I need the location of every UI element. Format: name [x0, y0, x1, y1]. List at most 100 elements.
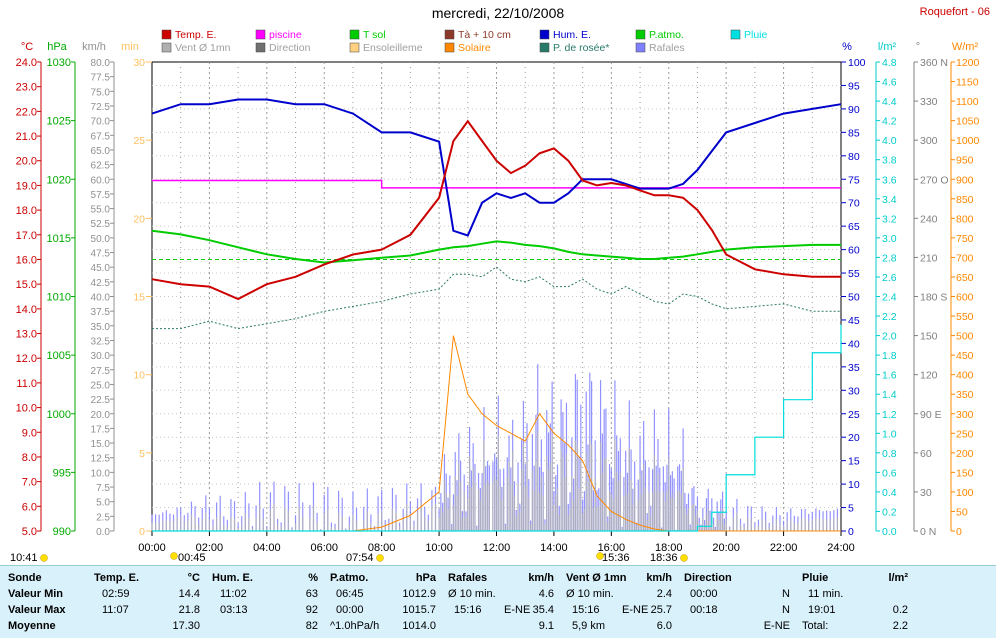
rain-max-time: 19:01: [808, 604, 836, 616]
rain-tick-label: 1.8: [882, 350, 897, 362]
rain-tick-label: 4.8: [882, 57, 897, 69]
stats-unit-gust: km/h: [528, 572, 554, 584]
rain-tick-label: 4.6: [882, 77, 897, 89]
temp-min-value: 14.4: [178, 588, 200, 600]
rain-tick-label: 3.2: [882, 213, 897, 225]
stats-col-wind: Vent Ø 1mn km/h Ø 10 min. 2.4 15:16 E-NE 25.…: [566, 570, 672, 634]
legend-label: P.atmo.: [649, 29, 684, 41]
time-tick-label: 02:00: [196, 542, 224, 554]
temp-max-value: 21.8: [178, 604, 200, 616]
solar-tick-label: 200: [956, 448, 974, 460]
temp-tick-label: 16.0: [16, 254, 37, 266]
wind-tick-label: 52.5: [91, 219, 111, 230]
dir-min-value: N: [782, 588, 790, 600]
wind-distance: 5,9 km: [572, 620, 606, 632]
press-tick-label: 1020: [47, 174, 71, 186]
time-tick-label: 22:00: [770, 542, 798, 554]
rain-interval: 11 min.: [808, 588, 844, 600]
legend-swatch: [255, 42, 266, 53]
stats-row-label-avg: Moyenne: [8, 620, 56, 632]
wind-tick-label: 72.5: [91, 102, 111, 113]
wind-tick-label: 32.5: [91, 336, 111, 347]
solar-tick-label: 500: [956, 331, 974, 343]
wind-tick-label: 42.5: [91, 278, 111, 289]
legend-label: Hum. E.: [553, 29, 591, 41]
time-tick-label: 08:00: [368, 542, 396, 554]
temp-tick-label: 10.0: [16, 403, 37, 415]
rain-tick-label: 3.0: [882, 233, 897, 245]
sun-marker-icon: [376, 554, 384, 562]
stats-unit-rain: l/m²: [888, 572, 908, 584]
wind-tick-label: 25.0: [91, 380, 111, 391]
temp-tick-label: 20.0: [16, 156, 37, 168]
press-tick-label: 1025: [47, 116, 71, 128]
wind-max-time: 15:16: [572, 604, 600, 616]
series-patmo: [151, 229, 841, 264]
solar-tick-label: 800: [956, 213, 974, 225]
stats-header-hum: Hum. E.: [212, 572, 253, 584]
temp-tick-label: 14.0: [16, 304, 37, 316]
hum-axis-unit: %: [842, 41, 852, 53]
time-tick-label: 18:00: [655, 542, 683, 554]
hum-max-value: 92: [305, 604, 318, 616]
rain-tick-label: 1.6: [882, 370, 897, 382]
legend-label: Temp. E.: [175, 29, 216, 41]
wind-max-dir: E-NE: [622, 604, 649, 616]
legend-swatch: [161, 29, 172, 40]
press-axis-unit: hPa: [47, 41, 67, 53]
legend-swatch: [539, 29, 550, 40]
solar-tick-label: 650: [956, 272, 974, 284]
rain-tick-label: 2.8: [882, 252, 897, 264]
gust-min-label: Ø 10 min.: [448, 588, 496, 600]
hum-tick-label: 90: [848, 104, 860, 116]
wind-avg-value: 6.0: [656, 620, 672, 632]
time-tick-label: 14:00: [540, 542, 568, 554]
wind-tick-label: 67.5: [91, 131, 111, 142]
wind-axis-unit: km/h: [82, 41, 106, 53]
rain-tick-label: 1.4: [882, 389, 897, 401]
min-tick-label: 5: [139, 448, 145, 460]
temp-avg-value: 17.30: [172, 620, 200, 632]
hum-tick-label: 5: [848, 503, 854, 515]
temp-tick-label: 12.0: [16, 353, 37, 365]
press-avg-value: 1014.0: [402, 620, 436, 632]
temp-tick-label: 22.0: [16, 106, 37, 118]
dir-axis-unit: °: [916, 41, 920, 53]
stats-unit-wind: km/h: [646, 572, 672, 584]
temp-tick-label: 17.0: [16, 230, 37, 242]
temp-tick-label: 15.0: [16, 279, 37, 291]
moonrise-label: 10:41: [10, 552, 38, 564]
legend-label: T sol: [363, 29, 386, 41]
wind-tick-label: 75.0: [91, 87, 111, 98]
stats-row-label-max: Valeur Max: [8, 604, 66, 616]
solar-tick-label: 400: [956, 370, 974, 382]
solar-tick-label: 100: [956, 487, 974, 499]
legend-swatch: [635, 29, 646, 40]
legend-swatch: [161, 42, 172, 53]
wind-tick-label: 30.0: [91, 351, 111, 362]
hum-avg-value: 82: [305, 620, 318, 632]
series-rosee: [152, 266, 841, 330]
legend-swatch: [635, 42, 646, 53]
rain-tick-label: 1.0: [882, 428, 897, 440]
solar-tick-label: 850: [956, 194, 974, 206]
wind-min-value: 2.4: [656, 588, 672, 600]
wind-tick-label: 60.0: [91, 175, 111, 186]
time-tick-label: 20:00: [712, 542, 740, 554]
solar-tick-label: 1000: [956, 135, 980, 147]
solar-tick-label: 550: [956, 311, 974, 323]
gust-max-dir: E-NE: [504, 604, 531, 616]
time-tick-label: 04:00: [253, 542, 281, 554]
solar-tick-label: 150: [956, 467, 974, 479]
press-tick-label: 995: [53, 467, 71, 479]
stats-col-gust: Rafales km/h Ø 10 min. 4.6 15:16 E-NE 35.4 9…: [448, 570, 554, 634]
solar-tick-label: 900: [956, 174, 974, 186]
legend-swatch: [730, 29, 741, 40]
rain-tick-label: 0.6: [882, 467, 897, 479]
hum-tick-label: 30: [848, 385, 860, 397]
rain-tick-label: 2.4: [882, 292, 897, 304]
press-min-value: 1012.9: [402, 588, 436, 600]
hum-tick-label: 95: [848, 80, 860, 92]
rain-tick-label: 1.2: [882, 409, 897, 421]
rain-max-value: 0.2: [892, 604, 908, 616]
